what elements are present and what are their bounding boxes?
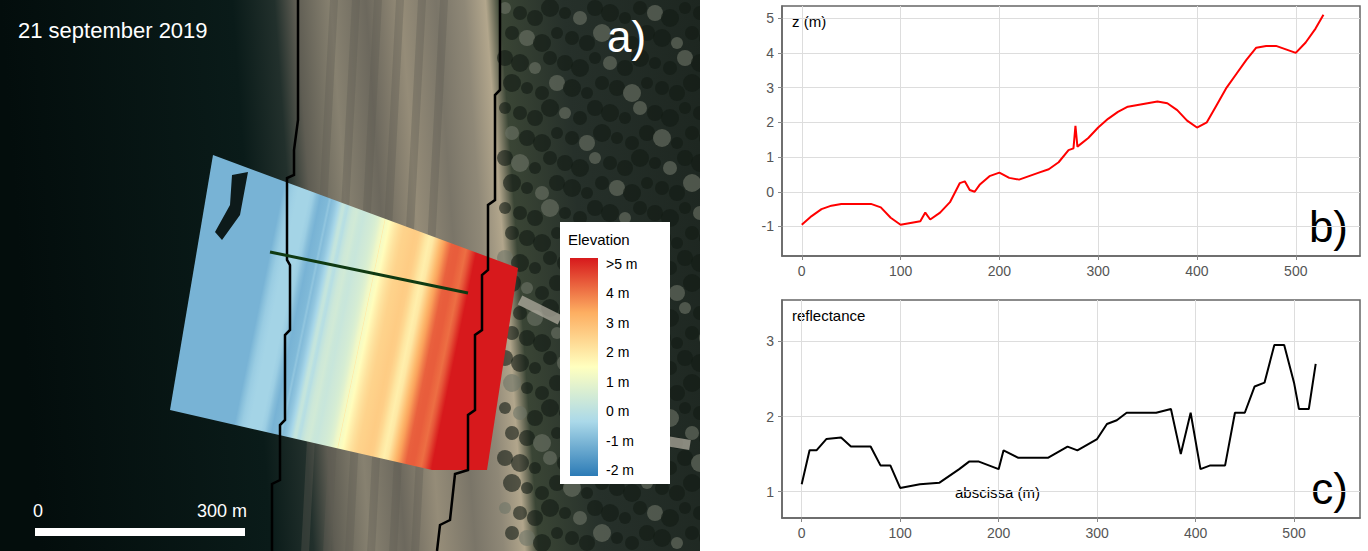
svg-text:0: 0 bbox=[798, 525, 806, 541]
svg-text:reflectance: reflectance bbox=[792, 307, 865, 324]
svg-text:3: 3 bbox=[766, 80, 774, 96]
svg-text:0 m: 0 m bbox=[606, 403, 629, 419]
svg-text:400: 400 bbox=[1185, 263, 1209, 279]
svg-text:100: 100 bbox=[888, 525, 912, 541]
svg-text:1 m: 1 m bbox=[606, 374, 629, 390]
svg-text:a): a) bbox=[607, 12, 646, 61]
svg-text:0: 0 bbox=[33, 501, 43, 521]
svg-text:b): b) bbox=[1308, 201, 1348, 251]
svg-text:200: 200 bbox=[988, 263, 1012, 279]
svg-text:2 m: 2 m bbox=[606, 344, 629, 360]
svg-text:-1: -1 bbox=[762, 218, 775, 234]
svg-text:4 m: 4 m bbox=[606, 285, 629, 301]
svg-text:0: 0 bbox=[798, 263, 806, 279]
svg-text:Elevation: Elevation bbox=[568, 231, 630, 248]
svg-text:1: 1 bbox=[766, 149, 774, 165]
svg-text:300: 300 bbox=[1085, 525, 1109, 541]
svg-text:300: 300 bbox=[1086, 263, 1110, 279]
svg-text:100: 100 bbox=[889, 263, 913, 279]
svg-text:0: 0 bbox=[766, 184, 774, 200]
svg-text:400: 400 bbox=[1184, 525, 1208, 541]
svg-text:300 m: 300 m bbox=[197, 501, 247, 521]
svg-text:-1 m: -1 m bbox=[606, 433, 634, 449]
svg-text:5: 5 bbox=[766, 10, 774, 26]
svg-text:200: 200 bbox=[987, 525, 1011, 541]
svg-text:500: 500 bbox=[1282, 525, 1306, 541]
svg-text:21 september 2019: 21 september 2019 bbox=[18, 18, 208, 43]
svg-text:3: 3 bbox=[766, 333, 774, 349]
svg-text:z (m): z (m) bbox=[792, 13, 826, 30]
svg-text:abscissa (m): abscissa (m) bbox=[955, 484, 1040, 501]
svg-text:>5 m: >5 m bbox=[606, 256, 638, 272]
svg-text:4: 4 bbox=[766, 45, 774, 61]
svg-text:1: 1 bbox=[766, 484, 774, 500]
svg-text:-2 m: -2 m bbox=[606, 462, 634, 478]
svg-text:500: 500 bbox=[1284, 263, 1308, 279]
svg-text:2: 2 bbox=[766, 409, 774, 425]
svg-text:c): c) bbox=[1311, 464, 1348, 513]
svg-text:2: 2 bbox=[766, 114, 774, 130]
svg-text:3 m: 3 m bbox=[606, 315, 629, 331]
